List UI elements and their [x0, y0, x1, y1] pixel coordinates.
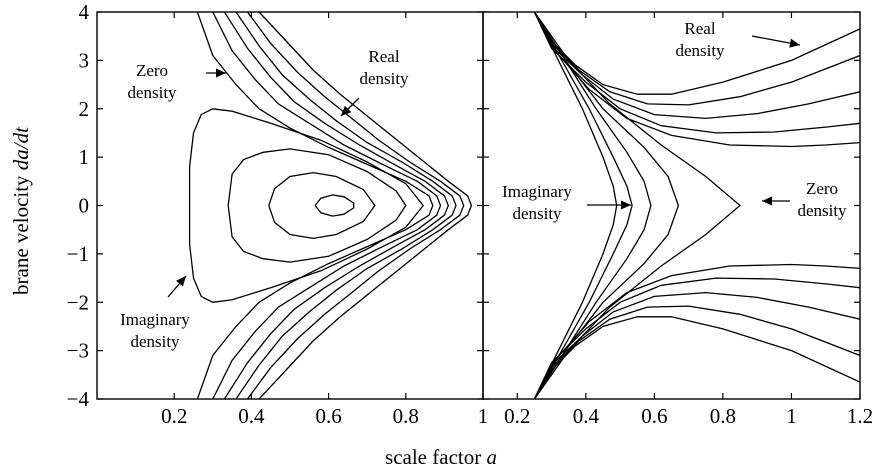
- annotation-label: density: [675, 41, 725, 60]
- contour-curve-13: [533, 291, 860, 399]
- y-axis-title-var: da/dt: [9, 126, 33, 170]
- contour-curve-8: [533, 12, 652, 399]
- annotation-arrowhead: [762, 196, 772, 206]
- y-axis-title: brane velocity da/dt: [9, 126, 33, 295]
- annotation-label: density: [130, 332, 180, 351]
- annotation-arrowhead: [621, 200, 631, 210]
- contour-curve-7: [188, 108, 425, 303]
- annotation-label: Imaginary: [120, 310, 190, 329]
- y-tick-label: −4: [67, 387, 90, 411]
- annotation-label: Real: [684, 19, 715, 38]
- x-tick-label: 0.6: [641, 404, 667, 428]
- x-tick-label: 0.4: [238, 404, 265, 428]
- x-tick-label: 1.2: [847, 404, 873, 428]
- annotation-label: density: [512, 204, 562, 223]
- x-tick-label: 1: [478, 404, 489, 428]
- x-axis-title-prefix: scale factor: [385, 445, 486, 469]
- x-tick-label: 0.2: [504, 404, 530, 428]
- annotation-label: density: [797, 201, 847, 220]
- contour-curve-3: [223, 12, 450, 399]
- right-panel: 0.2 0.4 0.6 0.8 1 1.2 Real density Imaginary dens…: [482, 11, 873, 428]
- contour-curve-10: [533, 12, 742, 399]
- contour-curve-6: [258, 12, 473, 399]
- contour-curve-1: [533, 12, 860, 95]
- y-tick-label: −3: [67, 339, 89, 363]
- y-tick-label: −1: [67, 242, 89, 266]
- annotation-arrowhead: [176, 276, 186, 287]
- x-tick-label: 0.6: [315, 404, 341, 428]
- contour-curve-12: [533, 277, 860, 399]
- y-tick-label: 0: [79, 194, 90, 218]
- contour-curve-4: [235, 12, 457, 399]
- annotation-arrowhead: [216, 68, 226, 78]
- contour-curve-15: [533, 316, 860, 399]
- contour-curve-5: [533, 12, 860, 148]
- x-tick-label: 0.2: [161, 404, 187, 428]
- x-tick-label: 0.4: [573, 404, 600, 428]
- y-tick-label: −2: [67, 290, 89, 314]
- annotation-label: Imaginary: [502, 182, 572, 201]
- annotation-arrowhead: [789, 38, 800, 48]
- x-tick-label: 1: [786, 404, 797, 428]
- annotation-label: density: [127, 83, 177, 102]
- x-axis-title-var: a: [486, 445, 497, 469]
- y-tick-label: 1: [79, 145, 90, 169]
- contour-curve-7: [533, 12, 633, 399]
- contour-curve-14: [533, 305, 860, 399]
- contour-curve-9: [268, 171, 376, 240]
- annotation-label: density: [359, 69, 409, 88]
- y-axis-title-prefix: brane velocity: [9, 170, 33, 295]
- contour-curve-5: [246, 12, 465, 399]
- contour-curve-10: [314, 194, 355, 217]
- y-tick-label: 2: [79, 97, 90, 121]
- contour-curve-1: [196, 12, 434, 399]
- x-axis-title: scale factor a: [385, 445, 497, 469]
- contour-curve-8: [227, 148, 407, 263]
- annotation-label: Zero: [136, 61, 168, 80]
- left-panel: 0.2 0.4 0.6 0.8 1 4 3 2 1 0 −1 −2 −3 −4 Zero density Rea…: [67, 0, 489, 428]
- contour-curve-2: [212, 12, 442, 399]
- curve-group: [533, 12, 860, 399]
- x-tick-label: 0.8: [393, 404, 419, 428]
- y-tick-label: 3: [79, 48, 90, 72]
- curve-group: [188, 12, 473, 399]
- contour-curve-9: [533, 12, 680, 399]
- annotation-label: Zero: [806, 179, 838, 198]
- annotation-arrowhead: [341, 105, 352, 116]
- x-tick-label: 0.8: [710, 404, 736, 428]
- annotation-label: Real: [368, 47, 399, 66]
- y-tick-label: 4: [79, 0, 90, 24]
